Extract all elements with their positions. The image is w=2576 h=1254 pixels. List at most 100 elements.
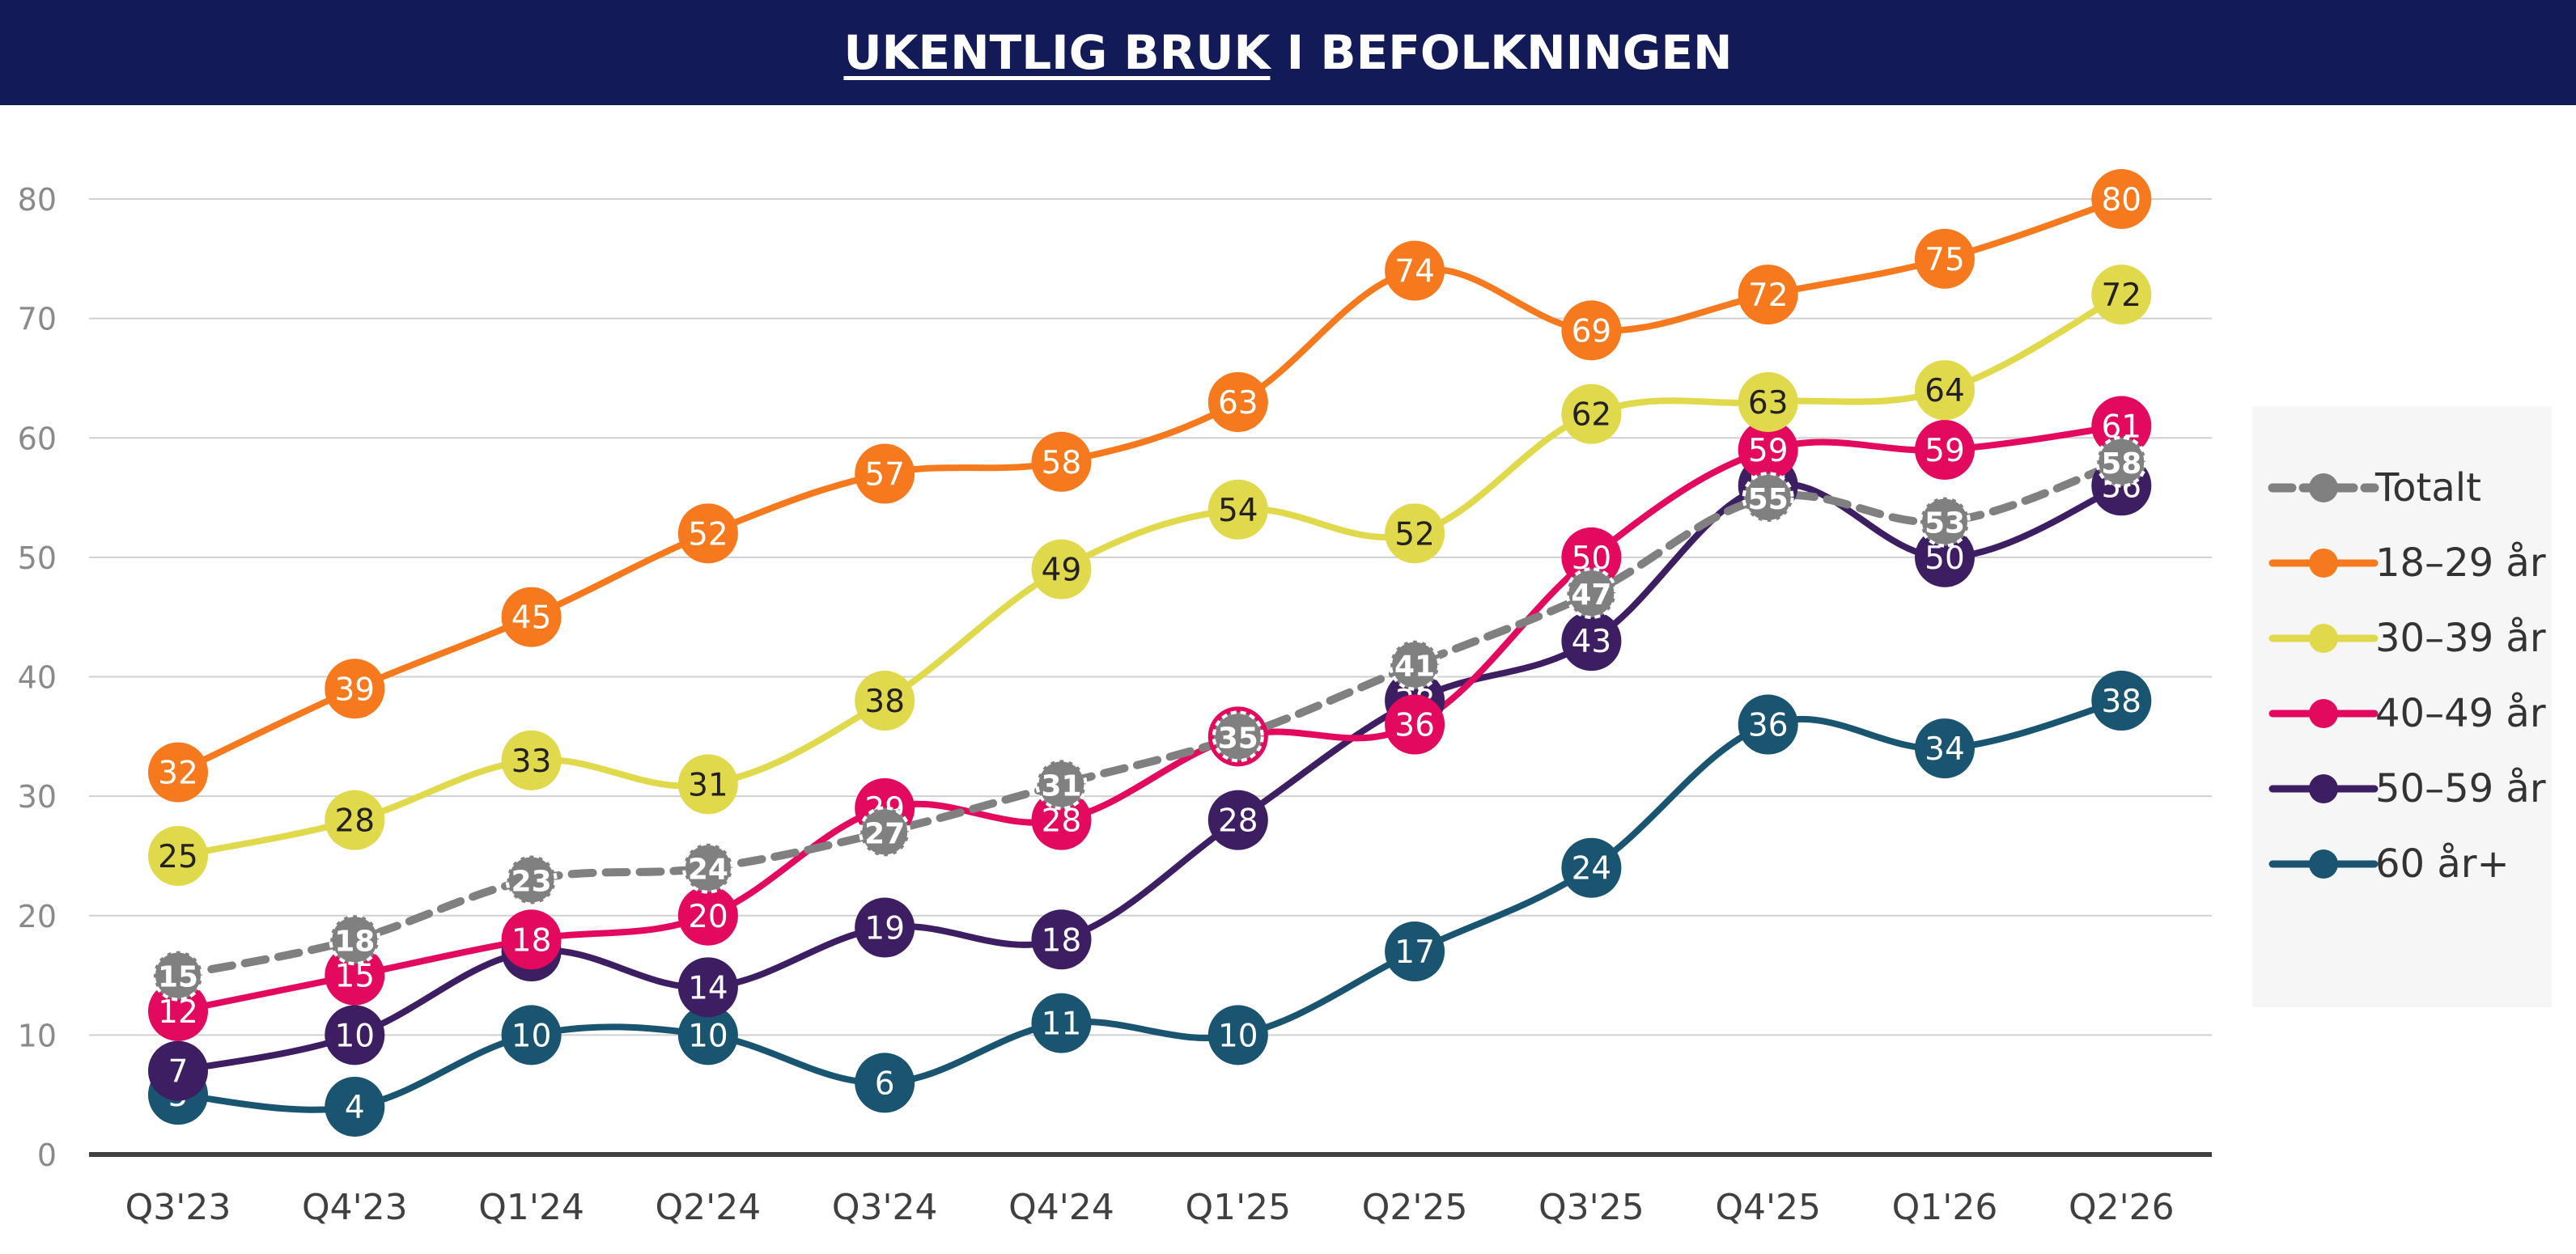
- x-tick-label: Q1'26: [1892, 1187, 1998, 1228]
- data-label: 38: [864, 684, 905, 720]
- data-point: [1385, 921, 1445, 982]
- legend-item-totalt: Totalt: [2268, 465, 2481, 510]
- data-point: [1207, 790, 1268, 850]
- x-tick-label: Q2'25: [1362, 1187, 1468, 1228]
- data-label: 69: [1572, 313, 1612, 350]
- data-label: 63: [1218, 385, 1258, 422]
- data-label: 10: [1218, 1018, 1258, 1054]
- data-label: 53: [1925, 507, 1965, 540]
- x-tick-label: Q2'24: [656, 1187, 762, 1228]
- data-label: 19: [864, 911, 905, 947]
- data-point: [855, 1053, 915, 1113]
- data-label: 62: [1572, 397, 1612, 434]
- data-label: 36: [1748, 708, 1789, 744]
- data-label: 49: [1042, 553, 1082, 589]
- data-point: [1385, 240, 1445, 301]
- data-point: [1919, 495, 1971, 548]
- x-tick-label: Q1'24: [478, 1187, 584, 1228]
- data-label: 17: [1394, 934, 1435, 971]
- data-point: [677, 957, 738, 1018]
- y-tick-label: 40: [18, 660, 57, 696]
- legend-item-50-59-r: 50–59 år: [2268, 766, 2546, 811]
- data-label: 15: [158, 961, 198, 994]
- data-point: [1035, 758, 1088, 811]
- legend-label: 60 år+: [2375, 841, 2510, 887]
- data-point: [1031, 539, 1092, 599]
- x-tick-label: Q4'23: [302, 1187, 408, 1228]
- x-tick-label: Q3'25: [1538, 1187, 1644, 1228]
- x-tick-label: Q3'23: [125, 1187, 231, 1228]
- data-point: [1207, 479, 1268, 540]
- data-point: [1742, 472, 1794, 524]
- data-point: [1561, 383, 1622, 444]
- data-point: [677, 754, 738, 815]
- data-point: [1389, 638, 1441, 691]
- data-point: [855, 443, 915, 504]
- data-label: 28: [1042, 803, 1082, 840]
- legend-marker: [2309, 849, 2338, 879]
- data-point: [501, 909, 562, 970]
- data-point: [1207, 371, 1268, 432]
- data-point: [325, 1076, 385, 1137]
- data-label: 36: [1394, 708, 1435, 744]
- data-point: [1207, 1005, 1268, 1065]
- y-tick-label: 10: [18, 1018, 57, 1053]
- data-point: [148, 742, 208, 803]
- legend-item-30-39-r: 30–39 år: [2268, 616, 2546, 661]
- data-point: [1561, 837, 1622, 898]
- y-tick-label: 60: [18, 421, 57, 456]
- series-points-18-29-r: 32 39 45 52 57 58 63 74 69 72 75 80: [148, 169, 2152, 803]
- legend-marker: [2309, 473, 2338, 502]
- data-point: [1385, 503, 1445, 564]
- data-label: 10: [688, 1018, 728, 1054]
- y-tick-label: 80: [18, 182, 57, 218]
- data-label: 18: [511, 922, 552, 959]
- data-label: 72: [1748, 277, 1789, 314]
- data-label: 75: [1925, 242, 1965, 278]
- data-label: 80: [2101, 182, 2141, 218]
- data-point: [148, 825, 208, 886]
- data-point: [501, 587, 562, 647]
- legend-marker: [2309, 549, 2338, 578]
- y-tick-label: 30: [18, 779, 57, 815]
- data-label: 28: [334, 803, 375, 840]
- data-label: 58: [1042, 445, 1082, 481]
- data-point: [152, 949, 204, 1002]
- legend-label: Totalt: [2374, 465, 2481, 510]
- data-label: 15: [334, 959, 375, 995]
- series-line-totalt: [174, 457, 2126, 980]
- data-point: [501, 730, 562, 790]
- data-point: [1915, 718, 1975, 779]
- series-points-30-39-r: 25 28 33 31 38 49 54 52 62 63 64 72: [148, 265, 2152, 886]
- y-tick-label: 70: [18, 302, 57, 337]
- series-points-40-49-r: 121518202928353650595961: [148, 396, 2152, 1041]
- data-label: 32: [158, 756, 198, 792]
- data-label: 18: [334, 925, 375, 958]
- legend-label: 50–59 år: [2375, 766, 2546, 811]
- legend-item-18-29-r: 18–29 år: [2268, 540, 2546, 586]
- data-point: [1031, 909, 1092, 970]
- data-point: [325, 659, 385, 719]
- data-point: [677, 885, 738, 946]
- x-axis-labels: Q3'23 Q4'23 Q1'24 Q2'24 Q3'24 Q4'24 Q1'25 Q2'25…: [125, 1187, 2175, 1228]
- data-point: [1031, 431, 1092, 492]
- data-point: [501, 1005, 562, 1065]
- data-point: [1738, 265, 1798, 325]
- data-label: 58: [2101, 447, 2141, 481]
- x-tick-label: Q4'24: [1008, 1187, 1114, 1228]
- legend-marker: [2309, 699, 2338, 728]
- data-point: [505, 854, 558, 906]
- data-point: [325, 790, 385, 850]
- data-point: [1738, 420, 1798, 481]
- data-label: 28: [1218, 803, 1258, 840]
- data-label: 34: [1925, 731, 1965, 768]
- chart-title-rest: I BEFOLKNINGEN: [1270, 25, 1733, 80]
- data-label: 24: [1572, 851, 1612, 888]
- x-tick-label: Q1'25: [1185, 1187, 1291, 1228]
- data-label: 43: [1572, 624, 1612, 660]
- chart-header: UKENTLIG BRUK I BEFOLKNINGEN: [0, 0, 2576, 105]
- y-tick-label: 20: [18, 899, 57, 934]
- data-label: 54: [1218, 493, 1258, 529]
